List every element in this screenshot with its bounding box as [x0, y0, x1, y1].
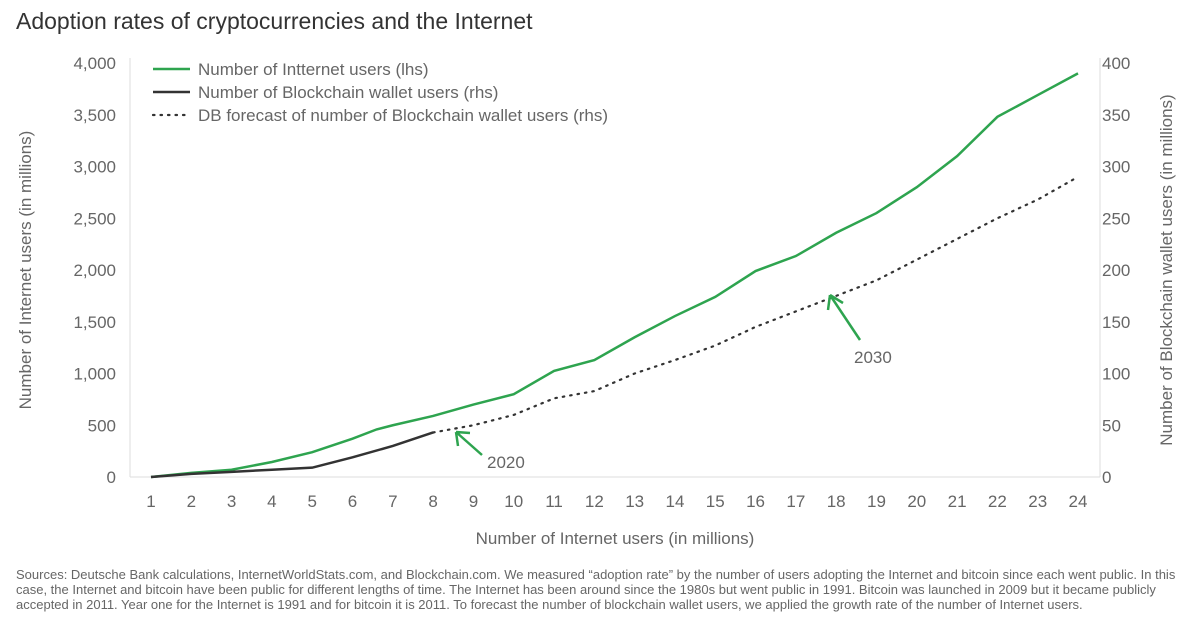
x-tick-label: 1 [146, 492, 155, 511]
x-tick-label: 17 [786, 492, 805, 511]
y-right-tick-label: 400 [1102, 54, 1130, 73]
y-left-tick-label: 0 [107, 468, 116, 487]
x-tick-label: 20 [907, 492, 926, 511]
y-right-tick-label: 100 [1102, 365, 1130, 384]
x-tick-label: 2 [187, 492, 196, 511]
y-left-tick-label: 3,000 [73, 158, 116, 177]
x-tick-label: 19 [867, 492, 886, 511]
y-left-tick-label: 1,500 [73, 313, 116, 332]
x-tick-label: 6 [348, 492, 357, 511]
x-tick-label: 7 [388, 492, 397, 511]
chart-svg: 0 500 1,000 1,500 2,000 2,500 3,000 3,500 4,000 0… [16, 54, 1176, 548]
x-tick-label: 11 [545, 492, 563, 511]
y-right-tick-label: 200 [1102, 261, 1130, 280]
x-tick-label: 8 [428, 492, 437, 511]
annotation-label: 2030 [854, 348, 892, 367]
legend-label: DB forecast of number of Blockchain wall… [198, 106, 608, 125]
legend-label: Number of Intternet users (lhs) [198, 60, 429, 79]
x-tick-label: 13 [625, 492, 644, 511]
x-tick-label: 10 [504, 492, 523, 511]
series-line-1 [150, 431, 434, 479]
arrow-2020 [454, 430, 483, 456]
y-right-tick-label: 150 [1102, 313, 1130, 332]
x-tick-label: 21 [948, 492, 967, 511]
x-tick-label: 5 [307, 492, 316, 511]
annotation-label: 2020 [487, 453, 525, 472]
x-tick-label: 15 [706, 492, 725, 511]
y-left-tick-label: 1,000 [73, 365, 116, 384]
footnote: Sources: Deutsche Bank calculations, Int… [16, 567, 1176, 612]
x-tick-label: 16 [746, 492, 765, 511]
arrow-2030 [826, 293, 862, 341]
legend-label: Number of Blockchain wallet users (rhs) [198, 83, 498, 102]
y-left-tick-label: 500 [88, 416, 116, 435]
y-right-tick-label: 250 [1102, 209, 1130, 228]
x-tick-label: 9 [469, 492, 478, 511]
y-right-axis-label: Number of Blockchain wallet users (in mi… [1157, 94, 1176, 445]
x-tick-label: 23 [1028, 492, 1047, 511]
y-left-axis-label: Number of Internet users (in millions) [16, 131, 35, 410]
x-tick-label: 18 [827, 492, 846, 511]
y-left-tick-label: 2,000 [73, 261, 116, 280]
y-left-tick-label: 3,500 [73, 106, 116, 125]
x-tick-label: 12 [585, 492, 604, 511]
series-line-2 [432, 175, 1080, 434]
x-tick-label: 22 [988, 492, 1007, 511]
y-left-tick-label: 2,500 [73, 209, 116, 228]
chart-title: Adoption rates of cryptocurrencies and t… [16, 8, 533, 34]
x-tick-label: 3 [227, 492, 236, 511]
x-tick-label: 14 [665, 492, 684, 511]
y-right-tick-label: 50 [1102, 416, 1121, 435]
y-left-tick-label: 4,000 [73, 54, 116, 73]
x-tick-label: 24 [1069, 492, 1088, 511]
y-right-tick-label: 300 [1102, 158, 1130, 177]
x-axis-label: Number of Internet users (in millions) [476, 529, 755, 548]
y-right-tick-label: 350 [1102, 106, 1130, 125]
series-line-0 [150, 72, 1079, 479]
x-tick-label: 4 [267, 492, 276, 511]
y-right-tick-label: 0 [1102, 468, 1111, 487]
